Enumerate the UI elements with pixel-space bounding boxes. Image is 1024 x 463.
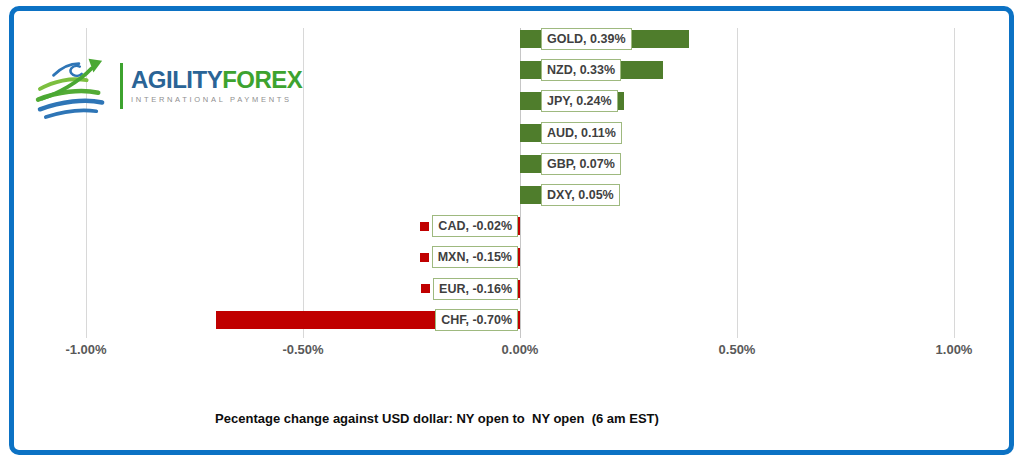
data-label-text: GBP, 0.07% — [541, 153, 621, 175]
data-label-dxy: DXY, 0.05% — [529, 184, 620, 206]
chart-canvas: -1.00% -0.50% 0.00% 0.50% 1.00% GOLD, 0.39% NZ… — [0, 0, 1024, 463]
x-axis-tick-label: 1.00% — [936, 342, 973, 357]
x-axis-tick-label: -0.50% — [282, 342, 323, 357]
data-label-text: JPY, 0.24% — [541, 90, 618, 112]
gridline — [737, 28, 738, 338]
chart-title: Pecentage change against USD dollar: NY … — [215, 411, 659, 426]
legend-key-square — [529, 128, 538, 137]
legend-key-square — [529, 35, 538, 44]
legend-key-square — [529, 191, 538, 200]
legend-key-square — [420, 253, 429, 262]
data-label-gold: GOLD, 0.39% — [529, 28, 632, 50]
x-axis-tick-label: 0.50% — [719, 342, 756, 357]
gridline — [954, 28, 955, 338]
data-label-text: CHF, -0.70% — [435, 309, 518, 331]
data-label-text: GOLD, 0.39% — [541, 28, 632, 50]
data-label-jpy: JPY, 0.24% — [529, 90, 618, 112]
data-label-chf: CHF, -0.70% — [423, 309, 518, 331]
data-label-eur: EUR, -0.16% — [421, 278, 518, 300]
data-label-aud: AUD, 0.11% — [529, 122, 622, 144]
data-label-text: MXN, -0.15% — [432, 246, 518, 268]
x-axis-tick-label: 0.00% — [502, 342, 539, 357]
data-label-text: DXY, 0.05% — [541, 184, 620, 206]
data-label-gbp: GBP, 0.07% — [529, 153, 621, 175]
x-axis-tick-label: -1.00% — [65, 342, 106, 357]
logo-text: AGILITYFOREX INTERNATIONAL PAYMENTS — [131, 68, 302, 104]
data-label-nzd: NZD, 0.33% — [529, 59, 621, 81]
legend-key-square — [420, 222, 429, 231]
agilityforex-logo: AGILITYFOREX INTERNATIONAL PAYMENTS — [34, 52, 302, 120]
legend-key-square — [529, 97, 538, 106]
data-label-text: NZD, 0.33% — [541, 59, 621, 81]
data-label-text: AUD, 0.11% — [541, 122, 622, 144]
globe-arrow-icon — [34, 52, 112, 120]
data-label-mxn: MXN, -0.15% — [420, 246, 518, 268]
brand-agility: AGILITY — [131, 66, 222, 93]
gridline — [303, 28, 304, 338]
data-label-cad: CAD, -0.02% — [420, 215, 518, 237]
legend-key-square — [423, 315, 432, 324]
brand-name: AGILITYFOREX — [131, 68, 302, 92]
logo-tagline: INTERNATIONAL PAYMENTS — [131, 95, 302, 104]
logo-divider — [120, 63, 123, 109]
brand-forex: FOREX — [222, 66, 302, 93]
legend-key-square — [529, 66, 538, 75]
legend-key-square — [529, 159, 538, 168]
data-label-text: CAD, -0.02% — [432, 215, 518, 237]
data-label-text: EUR, -0.16% — [433, 278, 518, 300]
legend-key-square — [421, 284, 430, 293]
